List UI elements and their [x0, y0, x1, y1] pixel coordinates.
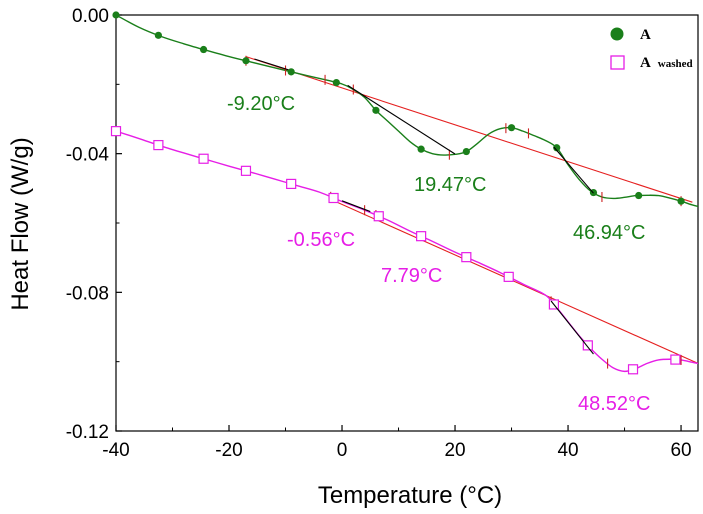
x-axis: -40 -20 0 20 40 60 [102, 425, 692, 461]
tangent-line [245, 56, 693, 203]
legend-label-A-washed-main: A [640, 55, 651, 71]
transition-annotation: -0.56°C [287, 229, 355, 251]
series-line [115, 130, 699, 373]
legend-label-A-washed-sub: washed [658, 58, 693, 70]
y-tick-label: -0.12 [66, 422, 109, 443]
x-tick-label: 20 [444, 440, 465, 461]
data-point [287, 68, 295, 76]
data-point [240, 165, 252, 176]
data-point [417, 145, 425, 153]
y-tick-label: -0.04 [66, 145, 110, 166]
data-point [507, 124, 516, 132]
y-axis: 0.00 -0.04 -0.08 -0.12 [66, 6, 122, 443]
data-point [461, 252, 472, 263]
glass-transition-lines [254, 58, 594, 355]
x-tick-label: 60 [670, 440, 691, 461]
data-point [373, 211, 384, 222]
data-point [328, 192, 339, 204]
x-axis-title: Temperature (°C) [318, 482, 502, 509]
y-tick-label: -0.08 [66, 283, 109, 304]
data-point [677, 197, 685, 205]
data-point [416, 231, 427, 242]
data-point [635, 191, 643, 200]
tangent-lines [245, 56, 699, 364]
transition-line [254, 58, 289, 71]
data-point [462, 147, 470, 156]
y-tick-label: 0.00 [72, 6, 109, 27]
legend-marker-A [610, 27, 624, 41]
data-point [332, 79, 340, 87]
data-point [153, 139, 164, 151]
data-point [110, 126, 122, 137]
y-axis-title: Heat Flow (W/g) [7, 137, 34, 310]
data-point [242, 57, 250, 65]
x-tick-label: -20 [215, 440, 242, 461]
legend-marker-A-washed [610, 55, 625, 70]
transition-line [341, 200, 371, 213]
data-point [627, 364, 639, 375]
series-layer [110, 11, 699, 375]
transition-annotation: -9.20°C [227, 93, 295, 115]
legend-label-A-washed: A washed [640, 55, 693, 71]
data-point [582, 340, 593, 351]
transition-line [553, 146, 594, 194]
data-point [286, 178, 297, 190]
annotations: -9.20°C 19.47°C 46.94°C -0.56°C 7.79°C 48.52°… [227, 93, 651, 415]
transition-line [550, 300, 594, 355]
series-line [115, 14, 699, 208]
legend-label-A: A [640, 27, 651, 43]
data-point [199, 45, 208, 54]
tangent-line [330, 198, 699, 364]
legend: A A washed [610, 27, 693, 71]
data-point [198, 153, 209, 164]
transition-annotation: 46.94°C [573, 222, 646, 244]
x-tick-label: -40 [102, 440, 129, 461]
transition-annotation: 48.52°C [578, 393, 651, 415]
x-tick-label: 40 [557, 440, 578, 461]
data-point [503, 271, 514, 282]
x-tick-label: 0 [337, 440, 348, 461]
data-point [670, 354, 681, 365]
transition-annotation: 7.79°C [381, 265, 442, 287]
data-point [112, 11, 120, 19]
data-point [154, 31, 162, 39]
data-point [553, 144, 561, 152]
transition-annotation: 19.47°C [414, 174, 487, 196]
transition-line [347, 84, 456, 155]
data-point [372, 106, 380, 114]
